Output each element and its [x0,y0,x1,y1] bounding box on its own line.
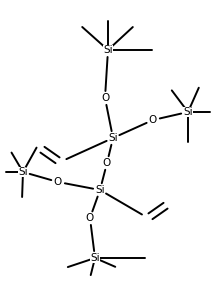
Text: Si: Si [95,185,105,195]
Text: Si: Si [18,167,28,177]
Text: O: O [54,177,62,187]
Text: Si: Si [108,133,118,143]
Text: O: O [103,158,111,168]
Text: Si: Si [90,253,100,263]
Text: O: O [86,213,94,223]
Text: Si: Si [103,45,113,55]
Text: O: O [101,93,109,103]
Text: Si: Si [183,107,193,117]
Text: O: O [149,115,157,125]
